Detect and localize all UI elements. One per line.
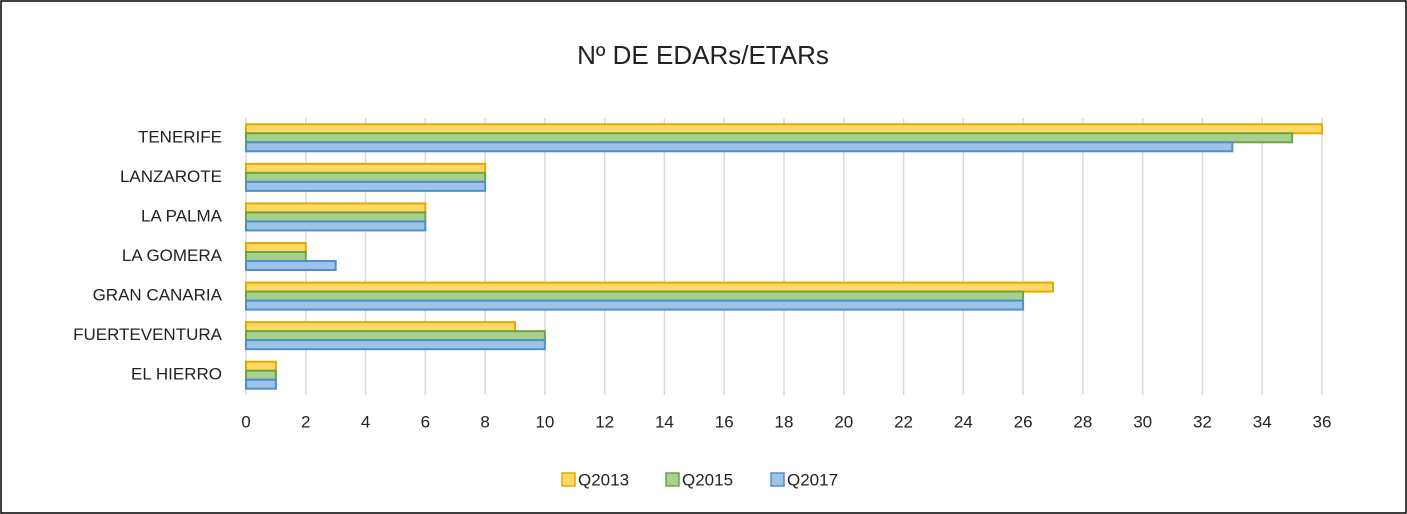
bar [245, 321, 516, 333]
bar [245, 162, 487, 174]
x-tick-label: 14 [655, 412, 674, 431]
bar [245, 360, 277, 372]
x-tick-label: 24 [954, 412, 973, 431]
bar [245, 141, 1234, 153]
x-tick-label: 10 [535, 412, 554, 431]
bar [245, 290, 1025, 302]
x-tick-label: 2 [301, 412, 310, 431]
bar [245, 211, 427, 223]
x-tick-label: 32 [1193, 412, 1212, 431]
bar [245, 180, 487, 192]
x-tick-label: 34 [1253, 412, 1272, 431]
y-tick-label: LA GOMERA [122, 246, 223, 265]
y-tick-label: FUERTEVENTURA [73, 325, 223, 344]
x-tick-label: 20 [834, 412, 853, 431]
x-tick-label: 16 [715, 412, 734, 431]
bar [245, 378, 277, 390]
bar [245, 299, 1025, 311]
x-tick-label: 8 [480, 412, 489, 431]
y-tick-label: LA PALMA [141, 206, 223, 225]
chart-title: Nº DE EDARs/ETARs [577, 40, 829, 70]
legend-label: Q2017 [787, 470, 838, 489]
legend-label: Q2013 [578, 470, 629, 489]
y-tick-label: TENERIFE [138, 127, 222, 146]
bar [245, 202, 427, 214]
x-tick-label: 12 [595, 412, 614, 431]
x-tick-label: 6 [421, 412, 430, 431]
bar [245, 251, 307, 262]
bar [245, 330, 546, 342]
legend-swatch [561, 472, 576, 487]
bar [245, 171, 487, 183]
legend-label: Q2015 [682, 470, 733, 489]
bar [245, 132, 1294, 144]
bar [245, 339, 546, 351]
y-tick-label: GRAN CANARIA [93, 286, 223, 305]
x-tick-label: 36 [1313, 412, 1332, 431]
legend-swatch [770, 472, 785, 487]
x-tick-label: 4 [361, 412, 370, 431]
x-tick-label: 30 [1133, 412, 1152, 431]
bar [245, 369, 277, 381]
bar [245, 220, 427, 232]
bar [245, 260, 337, 271]
y-tick-label: LANZAROTE [120, 167, 222, 186]
bar [245, 242, 307, 253]
legend-swatch [665, 472, 680, 487]
y-tick-label: EL HIERRO [131, 365, 222, 384]
x-tick-label: 28 [1073, 412, 1092, 431]
bar [245, 281, 1054, 293]
x-tick-label: 26 [1014, 412, 1033, 431]
x-tick-label: 22 [894, 412, 913, 431]
x-tick-label: 18 [775, 412, 794, 431]
x-tick-label: 0 [241, 412, 250, 431]
bar [245, 123, 1323, 135]
